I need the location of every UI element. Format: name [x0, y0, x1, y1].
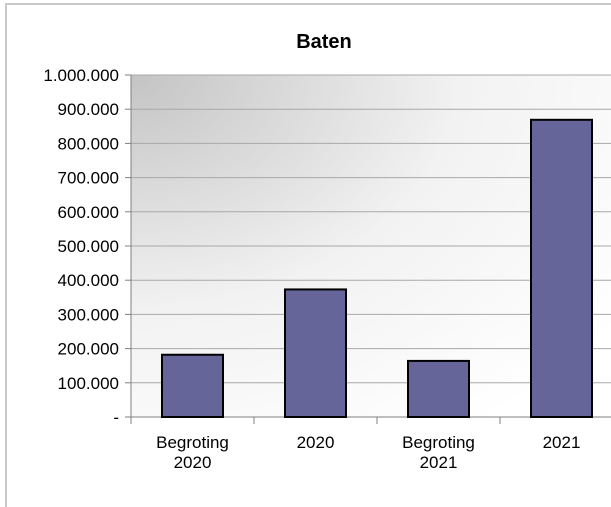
y-tick-label: 1.000.000	[43, 66, 119, 85]
x-tick-label: 2021	[420, 453, 458, 472]
x-tick-label: 2021	[543, 433, 581, 452]
bar	[161, 353, 224, 419]
y-tick-label: 600.000	[58, 203, 119, 222]
x-tick-label: Begroting	[156, 433, 229, 452]
y-tick-label: 400.000	[58, 271, 119, 290]
bar	[284, 288, 347, 418]
y-tick-label: 300.000	[58, 305, 119, 324]
x-tick-label: 2020	[297, 433, 335, 452]
y-tick-label: 800.000	[58, 134, 119, 153]
y-tick-label: -	[113, 408, 119, 427]
y-tick-label: 200.000	[58, 340, 119, 359]
chart-title: Baten	[296, 31, 352, 53]
chart-frame-top-border	[5, 3, 611, 5]
y-axis-tick-labels: - 100.000 200.000 300.000 400.000 500.000 600.…	[43, 66, 119, 427]
y-tick-label: 700.000	[58, 169, 119, 188]
bar	[407, 359, 470, 418]
chart-frame-left-border	[5, 3, 7, 507]
y-tick-label: 900.000	[58, 100, 119, 119]
bar	[530, 118, 593, 418]
x-tick-label: 2020	[174, 453, 212, 472]
bars	[161, 118, 593, 419]
x-tick-label: Begroting	[402, 433, 475, 452]
y-tick-label: 100.000	[58, 374, 119, 393]
y-tick-label: 500.000	[58, 237, 119, 256]
